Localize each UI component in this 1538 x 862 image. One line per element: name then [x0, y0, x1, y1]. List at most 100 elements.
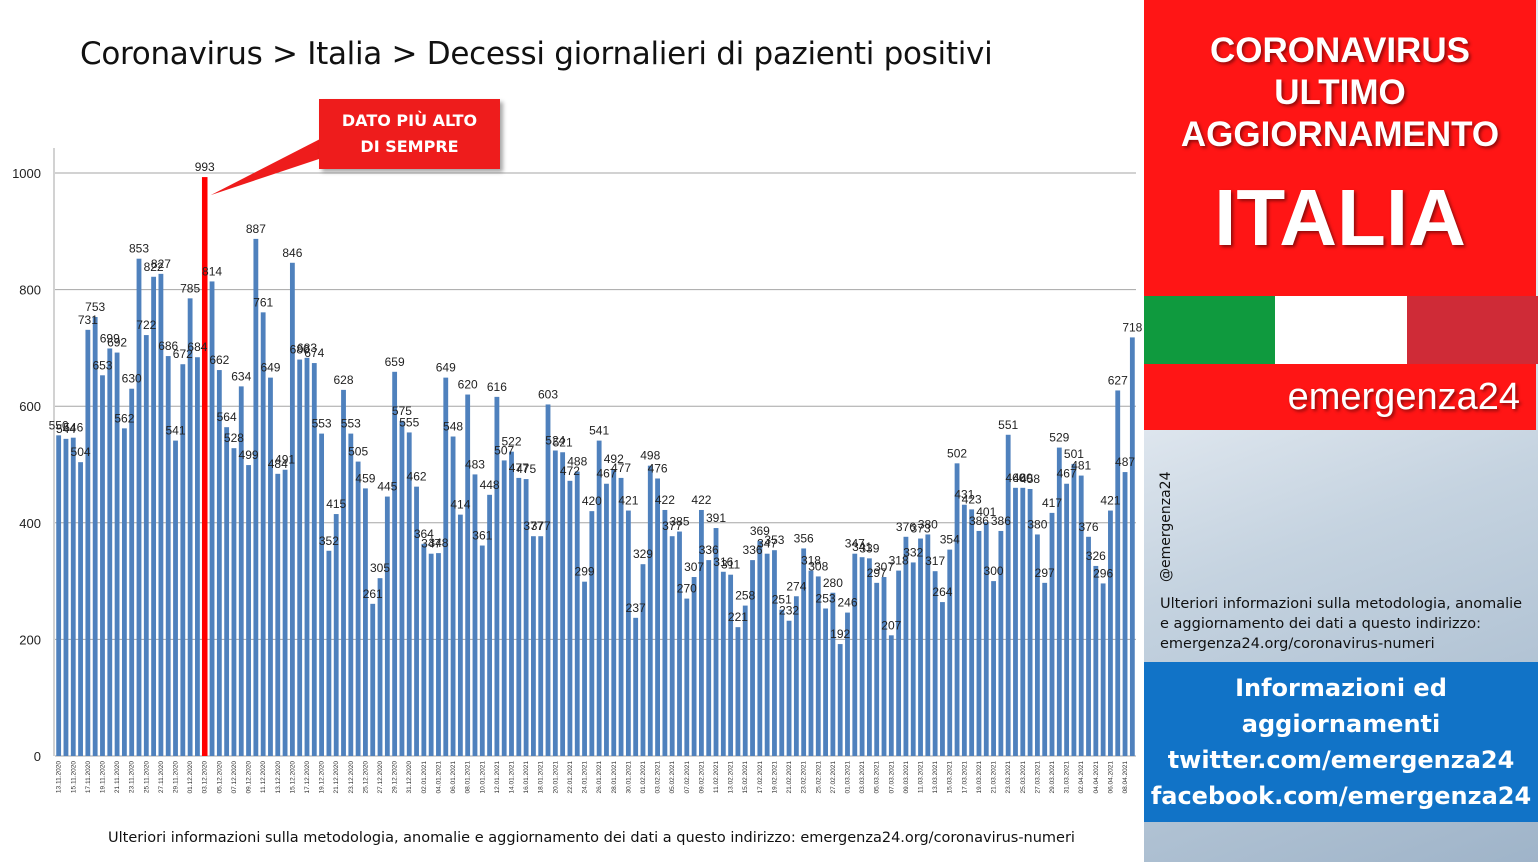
- bar: [436, 553, 441, 756]
- bar: [947, 549, 953, 756]
- bar: [363, 488, 368, 756]
- data-label: 484: [268, 457, 288, 471]
- bar: [121, 428, 127, 756]
- x-tick-label: 12.01.2021: [494, 761, 501, 794]
- bar: [1005, 434, 1011, 756]
- bar: [450, 436, 456, 756]
- y-tick-label: 200: [19, 632, 41, 647]
- data-label: 649: [436, 361, 456, 375]
- update-header: CORONAVIRUS ULTIMO AGGIORNAMENTO ITALIA: [1144, 0, 1536, 296]
- data-label: 822: [144, 260, 164, 274]
- bar: [282, 469, 288, 756]
- flag-stripe-red: [1406, 296, 1538, 364]
- data-label: 207: [881, 618, 901, 632]
- bar: [260, 312, 266, 756]
- data-label: 699: [100, 331, 120, 345]
- bar: [195, 357, 200, 756]
- info-line: Ulteriori informazioni sulla metodologia…: [1160, 596, 1523, 612]
- bar: [596, 440, 602, 756]
- data-label: 417: [1042, 496, 1062, 510]
- data-label: 307: [874, 560, 894, 574]
- x-tick-label: 19.02.2021: [771, 761, 778, 794]
- bar: [253, 238, 259, 756]
- data-label: 258: [735, 589, 755, 603]
- twitter-link[interactable]: twitter.com/emergenza24: [1167, 746, 1515, 774]
- x-tick-label: 07.12.2020: [231, 761, 238, 794]
- x-tick-label: 31.12.2020: [406, 761, 413, 794]
- x-tick-label: 17.11.2020: [85, 761, 92, 793]
- bar: [772, 550, 777, 756]
- x-tick-label: 28.01.2021: [611, 761, 618, 794]
- x-tick-label: 04.01.2021: [435, 761, 442, 794]
- x-tick-label: 25.03.2021: [1020, 761, 1027, 794]
- bar: [552, 450, 558, 756]
- header-line: CORONAVIRUS: [1210, 31, 1470, 70]
- bar: [268, 377, 273, 756]
- bar: [399, 420, 405, 756]
- data-label: 356: [794, 531, 814, 545]
- data-label: 415: [326, 497, 346, 511]
- bar: [1020, 487, 1026, 756]
- data-label: 827: [151, 257, 171, 271]
- bar: [983, 522, 989, 756]
- bar: [457, 514, 463, 756]
- data-label: 458: [1020, 472, 1040, 486]
- data-label: 476: [648, 461, 668, 475]
- header-line: AGGIORNAMENTO: [1180, 115, 1500, 154]
- x-tick-label: 19.12.2020: [319, 761, 326, 794]
- x-tick-label: 23.11.2020: [129, 761, 136, 793]
- bar: [640, 564, 646, 756]
- social-links-box: Informazioni ed aggiornamenti twitter.co…: [1144, 662, 1538, 822]
- data-label: 361: [472, 529, 492, 543]
- bar: [275, 473, 281, 756]
- bar: [421, 543, 427, 756]
- data-label: 414: [450, 498, 470, 512]
- data-label: 308: [808, 559, 828, 573]
- bar: [764, 553, 770, 756]
- data-label: 237: [626, 601, 646, 615]
- data-label: 353: [764, 533, 784, 547]
- bar: [465, 394, 471, 756]
- x-tick-label: 01.03.2021: [844, 761, 851, 794]
- bar: [370, 603, 376, 756]
- y-tick-label: 600: [19, 399, 41, 414]
- data-label: 718: [1122, 320, 1142, 334]
- data-label: 653: [92, 358, 112, 372]
- bar: [720, 571, 726, 756]
- data-label: 307: [684, 560, 704, 574]
- facebook-link[interactable]: facebook.com/emergenza24: [1150, 782, 1532, 810]
- bar: [684, 598, 690, 756]
- bar: [874, 582, 880, 756]
- bar: [940, 602, 945, 756]
- bar: [501, 460, 507, 756]
- data-label: 376: [896, 520, 916, 534]
- data-label: 339: [859, 541, 879, 555]
- data-label: 475: [516, 462, 536, 476]
- bar: [881, 577, 887, 756]
- bar: [574, 471, 580, 756]
- data-label: 448: [480, 478, 500, 492]
- bar: [706, 560, 712, 756]
- x-tick-label: 06.04.2021: [1107, 761, 1114, 794]
- bar: [918, 538, 923, 756]
- y-tick-label: 0: [34, 749, 41, 764]
- x-tick-label: 16.01.2021: [523, 761, 530, 794]
- bar: [925, 534, 931, 756]
- data-label: 422: [655, 493, 675, 507]
- bar: [1100, 583, 1106, 756]
- data-label: 488: [567, 454, 587, 468]
- bar: [976, 530, 982, 756]
- highest-value-callout: DATO PIÙ ALTO DI SEMPRE: [319, 99, 500, 169]
- bar: [837, 644, 843, 756]
- data-label: 386: [991, 514, 1011, 528]
- bar: [92, 317, 98, 756]
- x-tick-label: 02.04.2021: [1078, 761, 1085, 794]
- bar: [297, 359, 303, 756]
- country-name: ITALIA: [1214, 173, 1466, 262]
- data-label: 364: [414, 527, 434, 541]
- data-label: 761: [253, 295, 273, 309]
- x-tick-label: 31.03.2021: [1064, 761, 1071, 794]
- data-label: 481: [1071, 459, 1091, 473]
- links-line: Informazioni ed: [1235, 674, 1447, 702]
- bar: [545, 404, 551, 756]
